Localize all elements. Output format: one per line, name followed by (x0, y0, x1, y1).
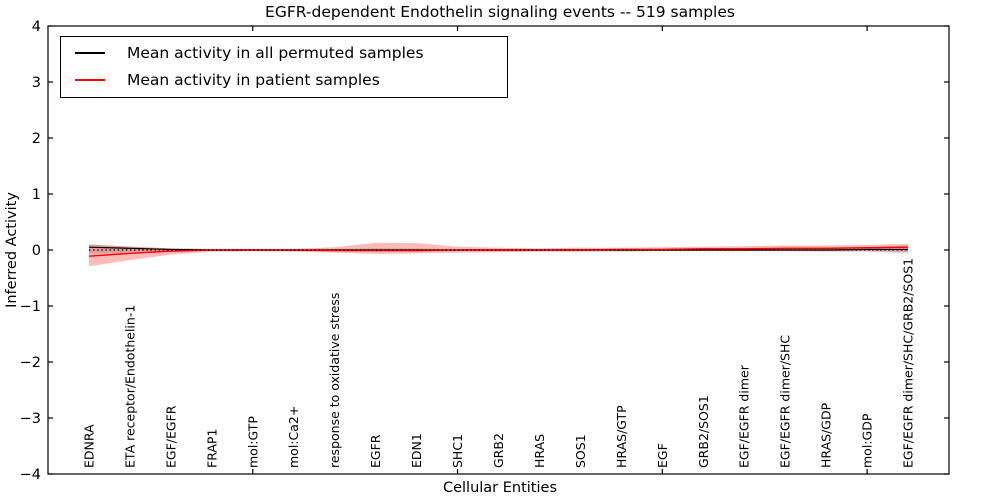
legend: Mean activity in all permuted samples Me… (60, 36, 508, 98)
legend-line-sample-black (75, 51, 105, 54)
x-category-label: EGF (655, 443, 670, 468)
legend-line-sample-red (75, 78, 105, 81)
series-band-0 (88, 244, 909, 254)
x-category-label: EDN1 (409, 433, 424, 468)
y-tick-label: 0 (32, 243, 41, 259)
x-category-label: EDNRA (81, 424, 96, 468)
x-category-label: EGF/EGFR (163, 405, 178, 468)
x-category-label: ETA receptor/Endothelin-1 (122, 305, 137, 468)
x-category-label: FRAP1 (204, 429, 219, 468)
x-category-label: EGFR (368, 434, 383, 468)
x-category-label: HRAS (532, 434, 547, 468)
y-tick-label: −2 (20, 355, 41, 371)
x-category-label: response to oxidative stress (327, 293, 342, 468)
legend-label-permuted: Mean activity in all permuted samples (127, 43, 424, 62)
x-category-label: SOS1 (573, 434, 588, 468)
legend-item-patient: Mean activity in patient samples (61, 66, 507, 93)
legend-label-patient: Mean activity in patient samples (127, 70, 380, 89)
y-tick-label: 4 (32, 19, 41, 35)
series-band-1 (88, 242, 909, 267)
x-category-label: GRB2/SOS1 (696, 395, 711, 468)
y-tick-label: −4 (20, 467, 41, 483)
y-tick-label: 1 (32, 187, 41, 203)
x-category-label: EGF/EGFR dimer/SHC/GRB2/SOS1 (901, 258, 916, 468)
x-category-label: SHC1 (450, 434, 465, 468)
x-axis-label: Cellular Entities (442, 480, 558, 496)
x-category-label: mol:Ca2+ (286, 406, 301, 468)
x-category-label: EGF/EGFR dimer/SHC (778, 335, 793, 468)
y-tick-label: 2 (32, 131, 41, 147)
x-category-label: GRB2 (491, 433, 506, 468)
y-tick-label: 3 (32, 75, 41, 91)
x-category-label: HRAS/GDP (819, 402, 834, 468)
x-category-label: mol:GDP (860, 413, 875, 468)
x-category-label: EGF/EGFR dimer (737, 364, 752, 468)
x-category-label: mol:GTP (245, 416, 260, 468)
y-tick-label: −1 (20, 299, 41, 315)
x-category-label: HRAS/GTP (614, 405, 629, 468)
legend-item-permuted: Mean activity in all permuted samples (61, 39, 507, 66)
y-axis-label: Inferred Activity (4, 192, 20, 308)
chart-title: EGFR-dependent Endothelin signaling even… (265, 3, 735, 21)
y-tick-label: −3 (20, 411, 41, 427)
